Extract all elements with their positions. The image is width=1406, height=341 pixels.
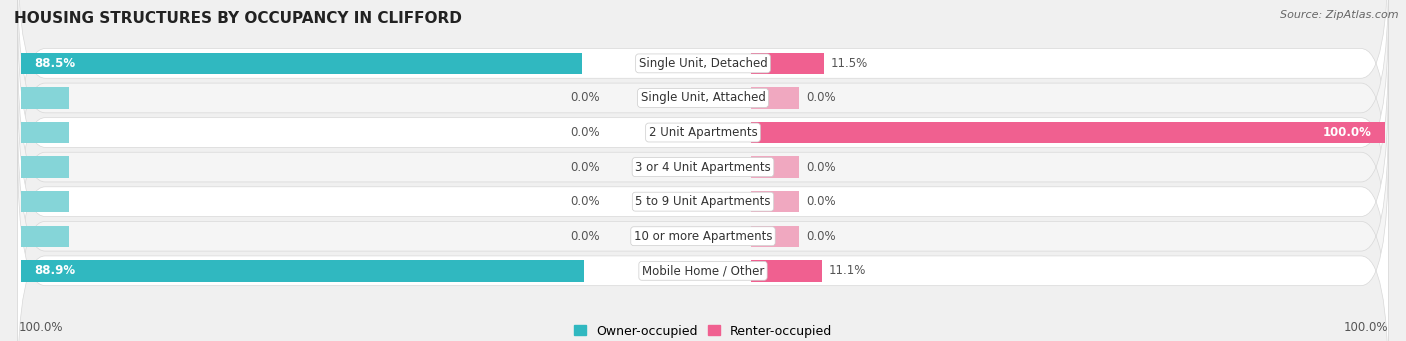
- Bar: [751, 260, 821, 282]
- Legend: Owner-occupied, Renter-occupied: Owner-occupied, Renter-occupied: [568, 320, 838, 341]
- Text: 0.0%: 0.0%: [807, 195, 837, 208]
- Text: 0.0%: 0.0%: [807, 91, 837, 104]
- Bar: [21, 53, 582, 74]
- FancyBboxPatch shape: [17, 44, 1389, 291]
- FancyBboxPatch shape: [17, 0, 1389, 187]
- Text: 0.0%: 0.0%: [569, 195, 599, 208]
- Bar: [751, 225, 800, 247]
- Text: 5 to 9 Unit Apartments: 5 to 9 Unit Apartments: [636, 195, 770, 208]
- Bar: [751, 122, 1385, 143]
- Text: 0.0%: 0.0%: [807, 230, 837, 243]
- Bar: [751, 191, 800, 212]
- Text: 100.0%: 100.0%: [1323, 126, 1371, 139]
- Text: 0.0%: 0.0%: [569, 230, 599, 243]
- FancyBboxPatch shape: [17, 9, 1389, 256]
- Text: 0.0%: 0.0%: [569, 161, 599, 174]
- Text: 2 Unit Apartments: 2 Unit Apartments: [648, 126, 758, 139]
- Text: 0.0%: 0.0%: [569, 91, 599, 104]
- Text: 11.1%: 11.1%: [828, 264, 866, 277]
- FancyBboxPatch shape: [17, 0, 1389, 221]
- Text: 100.0%: 100.0%: [1343, 321, 1388, 334]
- Text: 11.5%: 11.5%: [831, 57, 869, 70]
- Bar: [751, 157, 800, 178]
- Bar: [21, 225, 69, 247]
- Text: Mobile Home / Other: Mobile Home / Other: [641, 264, 765, 277]
- Bar: [21, 260, 585, 282]
- Text: 88.5%: 88.5%: [35, 57, 76, 70]
- Text: 3 or 4 Unit Apartments: 3 or 4 Unit Apartments: [636, 161, 770, 174]
- Bar: [21, 157, 69, 178]
- Bar: [21, 87, 69, 109]
- FancyBboxPatch shape: [17, 147, 1389, 341]
- FancyBboxPatch shape: [17, 78, 1389, 325]
- Text: Single Unit, Detached: Single Unit, Detached: [638, 57, 768, 70]
- Text: 88.9%: 88.9%: [35, 264, 76, 277]
- Text: HOUSING STRUCTURES BY OCCUPANCY IN CLIFFORD: HOUSING STRUCTURES BY OCCUPANCY IN CLIFF…: [14, 11, 463, 26]
- Bar: [751, 53, 824, 74]
- Text: 0.0%: 0.0%: [569, 126, 599, 139]
- Text: 10 or more Apartments: 10 or more Apartments: [634, 230, 772, 243]
- Bar: [21, 191, 69, 212]
- Text: 0.0%: 0.0%: [807, 161, 837, 174]
- FancyBboxPatch shape: [17, 113, 1389, 341]
- Text: Source: ZipAtlas.com: Source: ZipAtlas.com: [1281, 10, 1399, 20]
- Bar: [751, 87, 800, 109]
- Text: Single Unit, Attached: Single Unit, Attached: [641, 91, 765, 104]
- Text: 100.0%: 100.0%: [18, 321, 63, 334]
- Bar: [21, 122, 69, 143]
